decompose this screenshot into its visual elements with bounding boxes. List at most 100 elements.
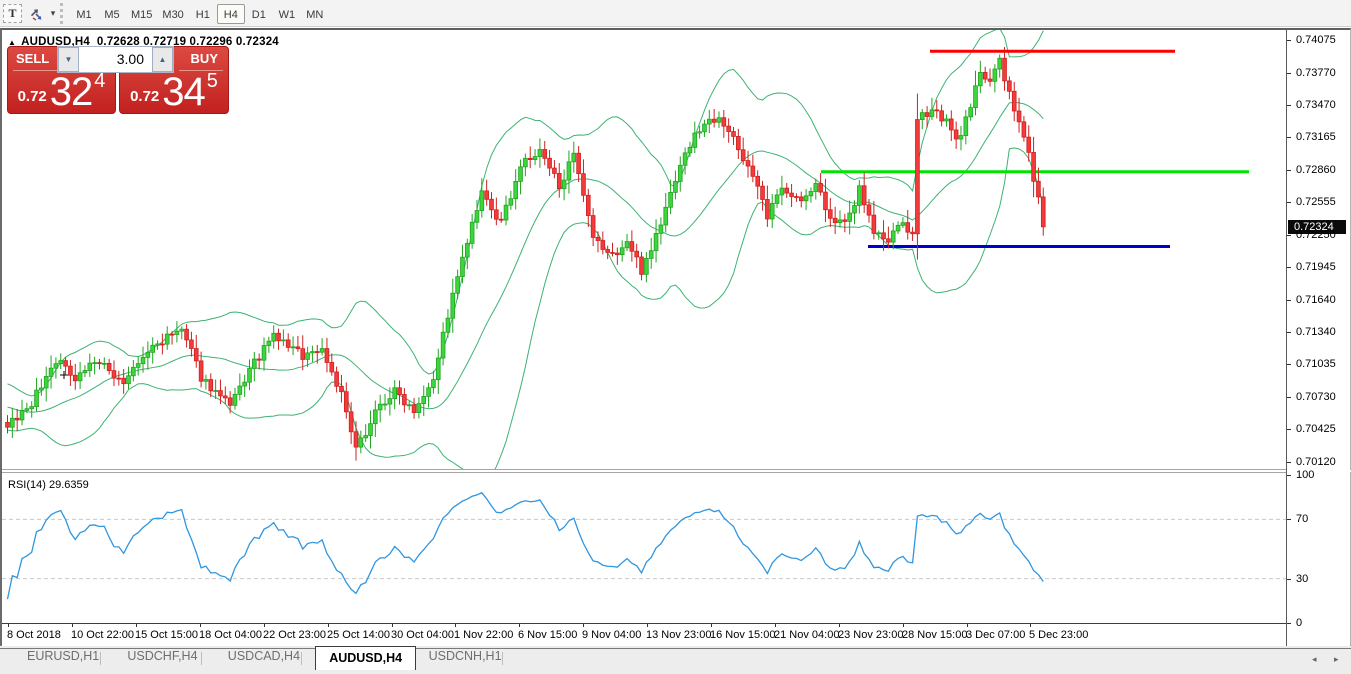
volume-decrease-button[interactable]: ▼	[58, 47, 79, 72]
candle-body	[121, 377, 126, 385]
timeframe-button-m1[interactable]: M1	[76, 8, 92, 21]
candle-body	[368, 423, 373, 436]
main-price-chart[interactable]	[2, 30, 1286, 469]
candle-body	[556, 173, 562, 190]
candle-body	[29, 406, 34, 410]
candle-body	[421, 395, 427, 405]
candle-body	[1026, 136, 1032, 153]
candle-body	[905, 222, 911, 233]
candle-body	[523, 157, 528, 168]
volume-input[interactable]: 3.00	[116, 51, 144, 67]
candle-body	[711, 118, 717, 123]
timeframe-button-d1[interactable]: D1	[251, 8, 266, 21]
candle-body	[43, 375, 49, 389]
candle-body	[798, 196, 804, 202]
candle-body	[392, 387, 397, 400]
tab-usdcnh-h1[interactable]: USDCNH,H1	[428, 649, 502, 663]
text-tool-button[interactable]: T	[3, 4, 22, 23]
cross-marker[interactable]	[60, 371, 68, 379]
volume-increase-button[interactable]: ▲	[152, 47, 173, 72]
price-tick-label: 0.74075	[1296, 34, 1336, 46]
candle-body	[503, 204, 509, 221]
buy-price-sup: 5	[206, 70, 218, 92]
candle-body	[886, 238, 891, 243]
candle-body	[697, 131, 702, 134]
timeframe-button-m5[interactable]: M5	[104, 8, 120, 21]
time-tick	[967, 624, 968, 627]
candle-body	[498, 218, 504, 221]
price-tick-label: 0.71640	[1296, 293, 1336, 306]
tab-separator	[100, 652, 102, 665]
price-tick-label: 0.71035	[1296, 358, 1336, 371]
candle-body	[92, 362, 97, 365]
candle-body	[644, 257, 649, 275]
buy-button[interactable]: BUY 0.72 34 5	[119, 46, 229, 114]
candle-body	[300, 348, 306, 360]
rsi-indicator-label: RSI(14) 29.6359	[8, 479, 89, 491]
price-tick-label: 0.73770	[1296, 66, 1336, 79]
candle-body	[227, 397, 233, 406]
tab-usdcad-h4[interactable]: USDCAD,H4	[227, 649, 301, 663]
rsi-tick-label-tick	[1287, 519, 1291, 521]
collapse-triangle-icon[interactable]: ▲	[8, 38, 17, 47]
one-click-trading-panel: SELL 0.72 32 4 BUY 0.72 34 5 ▼ 3.00 ▲	[7, 46, 229, 114]
arrow-objects-icon[interactable]	[26, 4, 46, 23]
time-tick-label: 1 Nov 22:00	[454, 629, 514, 641]
candle-body	[1007, 80, 1012, 92]
sell-underline	[13, 70, 57, 71]
candle-body	[760, 185, 765, 200]
toolbar-grip[interactable]	[60, 3, 63, 24]
candle-body	[939, 110, 944, 122]
time-axis[interactable]: 8 Oct 2018 10 Oct 22:00 15 Oct 15:00 18 Oct…	[2, 623, 1286, 647]
candle-body	[373, 409, 378, 425]
pane-splitter[interactable]	[2, 469, 1351, 473]
timeframe-buttons: M1 M5 M15 M30 H1 H4 D1 W1 MN	[70, 3, 329, 24]
timeframe-button-w1[interactable]: W1	[278, 8, 296, 21]
time-tick-label: 15 Oct 15:00	[135, 629, 198, 641]
buy-price-prefix: 0.72	[130, 88, 160, 105]
candle-body	[48, 367, 54, 377]
timeframe-button-m30[interactable]: M30	[162, 8, 184, 21]
price-tick-label-tick	[1287, 202, 1291, 204]
arrows-dropdown-caret[interactable]: ▾	[50, 8, 56, 18]
candle-body	[1021, 121, 1027, 138]
candle-body	[431, 379, 436, 389]
candle-body	[339, 385, 344, 393]
chart-header: ▲ AUDUSD,H4 0.72628 0.72719 0.72296 0.723…	[8, 36, 279, 48]
chart-ohlc-values: 0.72628 0.72719 0.72296 0.72324	[96, 36, 279, 48]
candle-body	[576, 152, 581, 175]
candle-body	[310, 351, 315, 354]
candle-body	[174, 330, 180, 335]
candle-body	[266, 340, 272, 346]
candle-body	[837, 219, 843, 224]
candle-body	[382, 403, 388, 406]
candle-body	[102, 362, 107, 365]
tab-usdchf-h4[interactable]: USDCHF,H4	[127, 649, 198, 663]
timeframe-button-m15[interactable]: M15	[131, 8, 153, 21]
time-tick-label: 6 Nov 15:00	[518, 629, 578, 641]
timeframe-button-h1[interactable]: H1	[195, 8, 210, 21]
candle-body	[682, 152, 688, 166]
tab-audusd-h4[interactable]: AUDUSD,H4	[315, 646, 417, 670]
candle-body	[779, 187, 785, 196]
timeframe-button-h4[interactable]: H4	[216, 3, 245, 24]
tabs-scroll-left-button[interactable]: ◂	[1312, 654, 1317, 664]
timeframe-button-mn[interactable]: MN	[306, 8, 324, 21]
tabs-scroll-right-button[interactable]: ▸	[1334, 654, 1339, 664]
price-axis[interactable]: 0.72324 0.74075 0.73770 0.73470 0.73165 0.72…	[1286, 30, 1350, 647]
candle-body	[750, 165, 756, 177]
volume-spinner: ▼ 3.00 ▲	[57, 46, 174, 73]
candle-body	[131, 366, 136, 377]
time-tick	[264, 624, 265, 627]
candle-body	[111, 370, 117, 379]
price-tick-label-tick	[1287, 331, 1291, 333]
candle-body	[1011, 90, 1017, 112]
candle-body	[615, 252, 620, 256]
candle-body	[256, 358, 262, 361]
time-tick	[392, 624, 393, 627]
rsi-indicator-chart[interactable]	[2, 473, 1286, 623]
tab-eurusd-h1[interactable]: EURUSD,H1	[27, 649, 100, 663]
tab-separator	[301, 652, 303, 665]
candle-body	[658, 224, 664, 234]
sell-price-sup: 4	[94, 70, 106, 92]
